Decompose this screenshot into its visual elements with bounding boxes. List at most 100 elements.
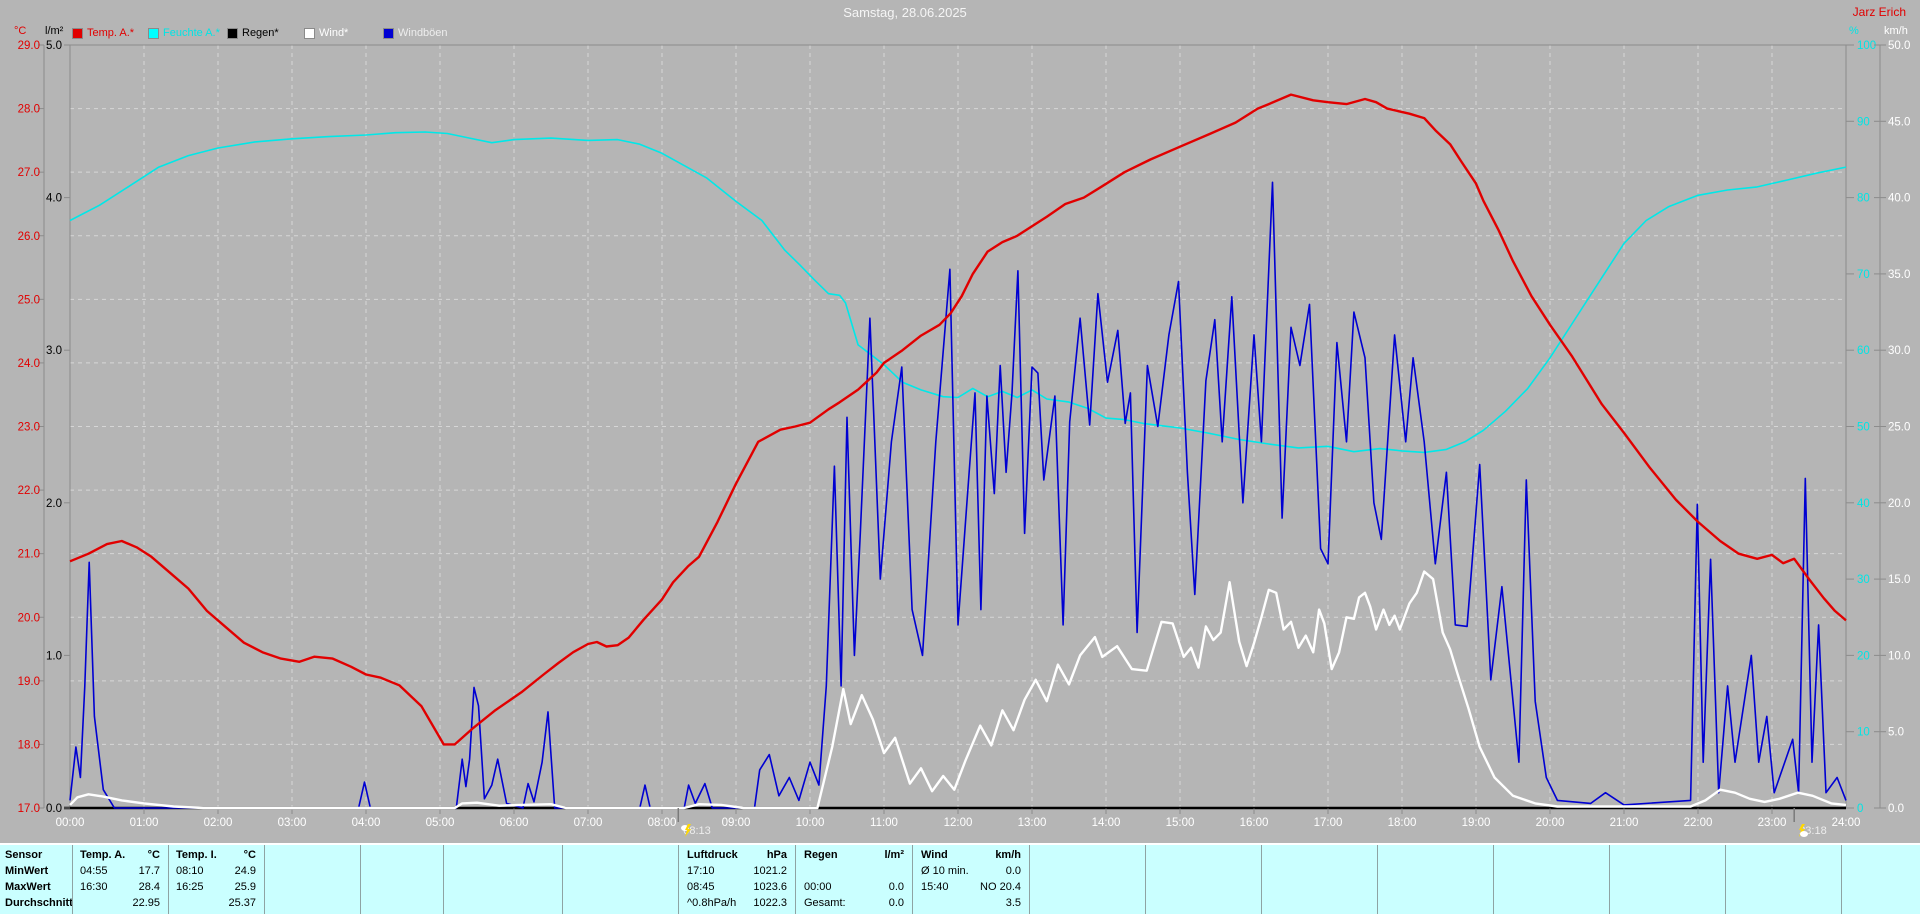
table-divider — [1493, 845, 1494, 914]
series-windb-en — [69, 181, 1847, 809]
time-label: 20:00 — [1536, 817, 1565, 829]
time-label: 04:00 — [352, 817, 381, 829]
col-unit: °C — [147, 849, 160, 861]
col-header: Regen — [804, 849, 838, 861]
humidity-tick-label: 10 — [1857, 727, 1870, 739]
max-value: 28.4 — [138, 881, 160, 893]
legend-swatch — [227, 27, 238, 39]
humidity-tick-label: 70 — [1857, 269, 1870, 281]
wind-tick-label: 35.0 — [1888, 269, 1910, 281]
legend-label: Feuchte A.* — [163, 27, 220, 39]
min-value: 24.9 — [234, 865, 256, 877]
rain-tick-label: 1.0 — [46, 650, 62, 662]
temperature-tick-label: 22.0 — [18, 485, 40, 497]
table-divider — [1377, 845, 1378, 914]
rain-tick-label: 5.0 — [46, 40, 62, 52]
legend-swatch — [304, 27, 315, 39]
min-time: 04:55 — [80, 865, 108, 877]
avg-value: 0.0 — [888, 897, 904, 909]
time-label: 15:00 — [1166, 817, 1195, 829]
temperature-tick-label: 27.0 — [18, 167, 40, 179]
sun-event-icon — [681, 824, 692, 837]
table-group-wind: Wind km/h Ø 10 min. 0.0 15:40 NO 20.4 3.5 — [915, 847, 1025, 911]
temperature-tick-label: 17.0 — [18, 803, 40, 815]
avg-value: 25.37 — [228, 897, 256, 909]
wind-tick-label: 15.0 — [1888, 574, 1910, 586]
humidity-unit-label: % — [1849, 25, 1859, 37]
table-divider — [264, 845, 265, 914]
legend-swatch — [72, 27, 83, 39]
rain-tick-label: 2.0 — [46, 498, 62, 510]
col-unit: °C — [243, 849, 256, 861]
legend-swatch — [383, 27, 394, 39]
rain-tick-label: 3.0 — [46, 345, 62, 357]
avg-label: Gesamt: — [804, 897, 846, 909]
time-label: 18:00 — [1388, 817, 1417, 829]
time-label: 23:00 — [1758, 817, 1787, 829]
series-temp-a- — [69, 93, 1847, 746]
legend-item-temp-a-: Temp. A.* — [72, 27, 134, 39]
table-divider — [1145, 845, 1146, 914]
wind-tick-label: 50.0 — [1888, 40, 1910, 52]
col-unit: hPa — [766, 849, 787, 861]
min-time: 08:10 — [176, 865, 204, 877]
wind-tick-label: 45.0 — [1888, 116, 1910, 128]
temp-axis: 17.0 18.0 19.0 20.0 21.0 22.0 23.0 24.0 25.0 26.0… — [18, 40, 45, 815]
page-title: Samstag, 28.06.2025 — [843, 5, 967, 20]
time-label: 14:00 — [1092, 817, 1121, 829]
table-divider — [72, 845, 73, 914]
legend-label: Windböen — [398, 27, 448, 39]
col-header: Luftdruck — [687, 849, 738, 861]
time-label: 07:00 — [574, 817, 603, 829]
row-label-minwert: MinWert — [5, 865, 49, 877]
table-divider — [562, 845, 563, 914]
humidity-tick-label: 20 — [1857, 650, 1870, 662]
time-marker-0813: 08:13 — [681, 824, 711, 838]
avg-value: 3.5 — [1005, 897, 1021, 909]
table-divider — [443, 845, 444, 914]
temperature-tick-label: 24.0 — [18, 358, 40, 370]
min-time: Ø 10 min. — [921, 865, 969, 877]
wind-tick-label: 25.0 — [1888, 422, 1910, 434]
table-divider — [1841, 845, 1842, 914]
legend-item-wind-: Wind* — [304, 27, 348, 39]
wind-tick-label: 10.0 — [1888, 650, 1910, 662]
wind-tick-label: 5.0 — [1888, 727, 1904, 739]
max-time: 08:45 — [687, 881, 715, 893]
min-value: 17.7 — [138, 865, 160, 877]
legend-item-regen-: Regen* — [227, 27, 279, 39]
time-label: 13:00 — [1018, 817, 1047, 829]
time-label: 22:00 — [1684, 817, 1713, 829]
table-divider — [795, 845, 796, 914]
row-label-maxwert: MaxWert — [5, 881, 51, 893]
time-label: 01:00 — [130, 817, 159, 829]
avg-value: 22.95 — [132, 897, 160, 909]
temperature-tick-label: 21.0 — [18, 549, 40, 561]
humidity-tick-label: 50 — [1857, 422, 1870, 434]
time-label: 19:00 — [1462, 817, 1491, 829]
humidity-tick-label: 80 — [1857, 193, 1870, 205]
time-label: 09:00 — [722, 817, 751, 829]
table-divider — [168, 845, 169, 914]
temperature-tick-label: 28.0 — [18, 104, 40, 116]
legend-item-windb-en: Windböen — [383, 27, 448, 39]
legend-label: Regen* — [242, 27, 279, 39]
max-value: 0.0 — [888, 881, 904, 893]
wind-tick-label: 30.0 — [1888, 345, 1910, 357]
legend-swatch — [148, 27, 159, 39]
wind-tick-label: 0.0 — [1888, 803, 1904, 815]
table-divider — [912, 845, 913, 914]
gridlines — [70, 45, 1846, 808]
time-label: 00:00 — [56, 817, 85, 829]
temperature-tick-label: 20.0 — [18, 612, 40, 624]
series-feuchte-a- — [69, 131, 1847, 454]
table-group-temp-i: Temp. I. °C 08:10 24.9 16:25 25.9 25.37 — [170, 847, 260, 911]
max-value: 25.9 — [234, 881, 256, 893]
wind-tick-label: 40.0 — [1888, 193, 1910, 205]
col-header: Temp. I. — [176, 849, 217, 861]
time-label: 16:00 — [1240, 817, 1269, 829]
min-value: 1021.2 — [753, 865, 787, 877]
table-divider — [678, 845, 679, 914]
time-label: 05:00 — [426, 817, 455, 829]
